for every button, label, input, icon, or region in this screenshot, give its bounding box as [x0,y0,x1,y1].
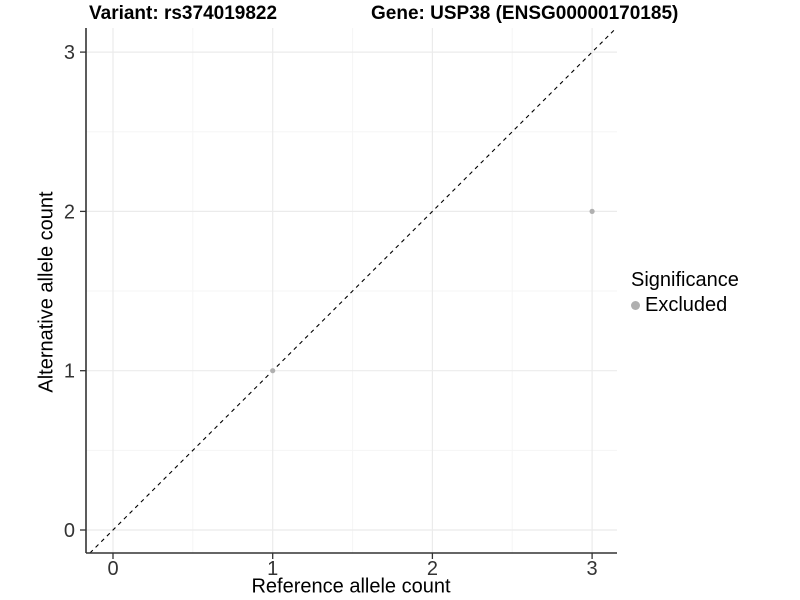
plot-title-gene: Gene: USP38 (ENSG00000170185) [371,3,679,24]
svg-text:3: 3 [587,558,598,580]
excluded-point-icon [631,301,640,310]
svg-text:1: 1 [64,361,75,383]
svg-text:3: 3 [64,42,75,64]
plot-title-variant: Variant: rs374019822 [89,3,278,24]
legend-title: Significance [631,269,739,291]
svg-text:0: 0 [107,558,118,580]
legend-item-excluded: Excluded [631,294,739,317]
svg-text:1: 1 [267,558,278,580]
x-axis-label: Reference allele count [251,575,451,598]
legend-item-label: Excluded [645,294,728,316]
legend: Significance Excluded [631,269,739,317]
svg-text:2: 2 [427,558,438,580]
svg-text:0: 0 [64,520,75,542]
svg-text:2: 2 [64,201,75,223]
y-axis-label: Alternative allele count [35,191,58,393]
